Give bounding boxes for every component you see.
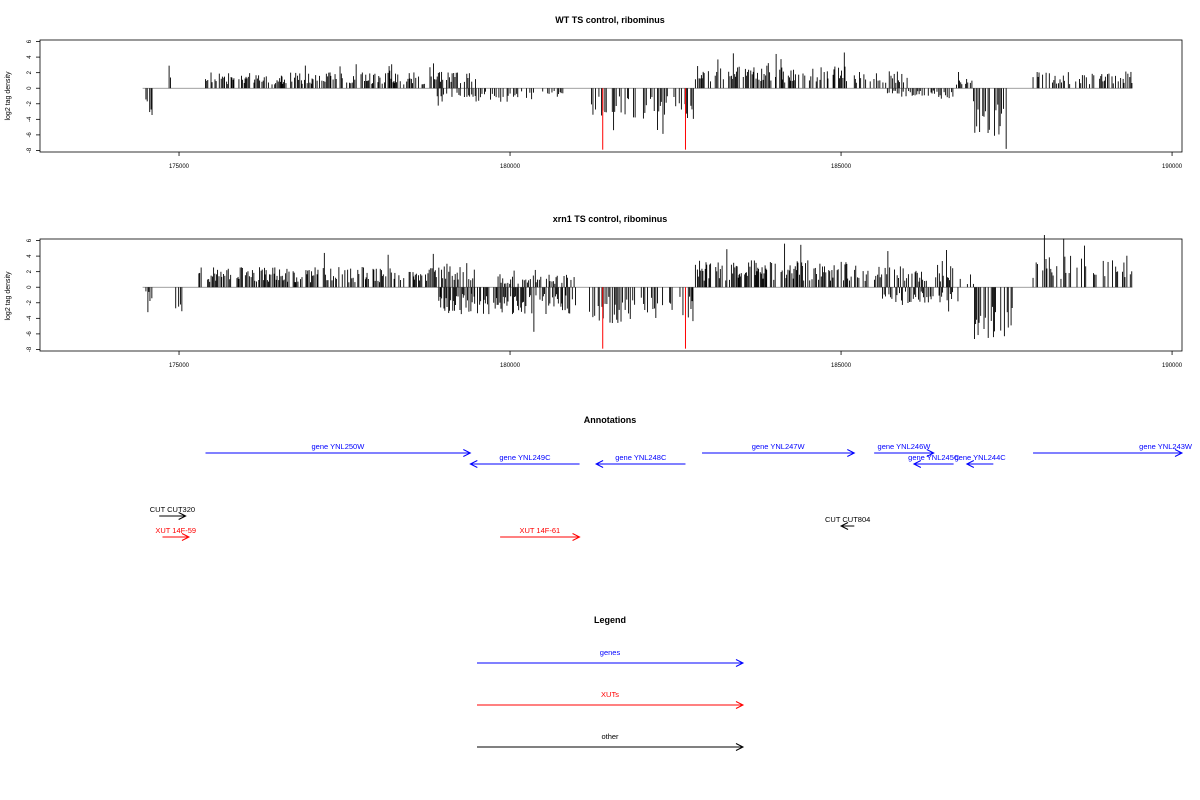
wt-plot-frame: [39, 39, 1183, 153]
y-tick-label: -8: [27, 147, 33, 153]
x-tick-label: 180000: [500, 164, 521, 170]
y-tick-label: 4: [27, 55, 33, 59]
xrn1-y-axis: 6 4 2 0 -2 -4 -6 -8: [27, 238, 40, 352]
feature-arrow: [965, 460, 994, 468]
feature-arrow: [469, 460, 580, 468]
y-tick-label: 0: [27, 86, 33, 90]
wt-x-axis: 175000 180000 185000 190000: [169, 152, 1183, 170]
y-tick-label: 6: [27, 39, 33, 43]
wt-bars: [142, 52, 1133, 150]
x-tick-label: 175000: [169, 363, 190, 369]
legend-items: genes XUTs other: [477, 648, 745, 751]
legend-arrow: [477, 701, 745, 709]
y-tick-label: 2: [27, 70, 33, 74]
feature-arrow: [839, 522, 855, 530]
wt-panel-title: WT TS control, ribominus: [555, 15, 665, 25]
y-tick-label: 2: [27, 269, 33, 273]
feature-arrow: [594, 460, 686, 468]
wt-tag-density-panel: WT TS control, ribominus log2 tag densit…: [5, 15, 1183, 170]
feature-label: gene YNL247W: [752, 442, 806, 451]
feature-label: XUT 14F-59: [155, 526, 196, 535]
x-tick-label: 185000: [831, 363, 852, 369]
annotations-title: Annotations: [584, 415, 637, 425]
y-tick-label: -2: [27, 299, 33, 305]
xrn1-plot-frame: [39, 238, 1183, 352]
feature-arrow: [159, 512, 187, 520]
legend-label: other: [601, 732, 619, 741]
legend: Legend genes XUTs other: [477, 615, 745, 751]
feature-arrow: [912, 460, 954, 468]
feature-label: CUT CUT804: [825, 515, 870, 524]
annotation-features: gene YNL250W gene YNL249C gene YNL248C gene…: [150, 442, 1193, 541]
feature-arrow: [205, 449, 472, 457]
legend-label: genes: [600, 648, 621, 657]
legend-arrow: [477, 743, 745, 751]
feature-arrow: [1033, 449, 1184, 457]
feature-label: gene YNL250W: [311, 442, 365, 451]
wt-y-axis: 6 4 2 0 -2 -4 -6 -8: [27, 39, 40, 153]
feature-label: XUT 14F-61: [519, 526, 560, 535]
xrn1-y-axis-label: log2 tag density: [5, 271, 12, 321]
y-tick-label: -2: [27, 100, 33, 106]
y-tick-label: -6: [27, 331, 33, 337]
feature-label: gene YNL246W: [878, 442, 932, 451]
x-tick-label: 190000: [1162, 363, 1183, 369]
x-tick-label: 180000: [500, 363, 521, 369]
feature-label: gene YNL248C: [615, 453, 667, 462]
y-tick-label: -4: [27, 315, 33, 321]
x-tick-label: 190000: [1162, 164, 1183, 170]
legend-title: Legend: [594, 615, 626, 625]
feature-label: gene YNL244C: [955, 453, 1007, 462]
feature-label: gene YNL243W: [1139, 442, 1193, 451]
xrn1-bars: [142, 235, 1133, 349]
xrn1-tag-density-panel: xrn1 TS control, ribominus log2 tag dens…: [5, 214, 1183, 369]
feature-label: gene YNL249C: [499, 453, 551, 462]
x-tick-label: 185000: [831, 164, 852, 170]
xrn1-panel-title: xrn1 TS control, ribominus: [553, 214, 668, 224]
feature-label: CUT CUT320: [150, 505, 195, 514]
feature-label: gene YNL245C: [908, 453, 960, 462]
feature-arrow: [162, 533, 191, 541]
y-tick-label: 6: [27, 238, 33, 242]
feature-arrow: [874, 449, 935, 457]
y-tick-label: -8: [27, 346, 33, 352]
legend-arrow: [477, 659, 745, 667]
y-tick-label: -6: [27, 132, 33, 138]
feature-arrow: [500, 533, 581, 541]
xrn1-x-axis: 175000 180000 185000 190000: [169, 351, 1183, 369]
legend-label: XUTs: [601, 690, 619, 699]
x-tick-label: 175000: [169, 164, 190, 170]
y-tick-label: 0: [27, 285, 33, 289]
y-tick-label: -4: [27, 116, 33, 122]
wt-y-axis-label: log2 tag density: [5, 71, 12, 121]
feature-arrow: [702, 449, 856, 457]
y-tick-label: 4: [27, 254, 33, 258]
